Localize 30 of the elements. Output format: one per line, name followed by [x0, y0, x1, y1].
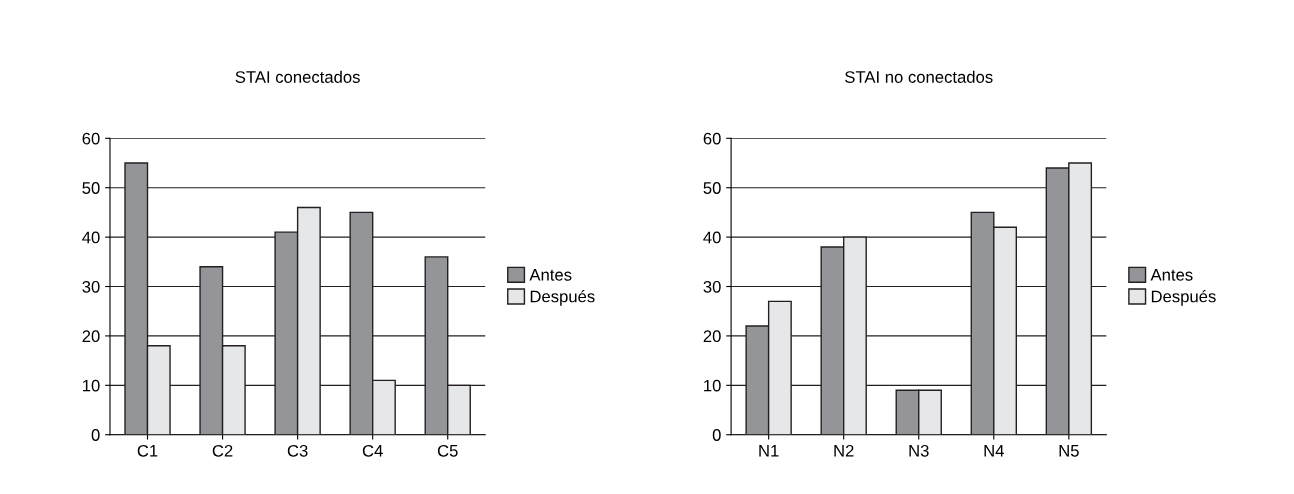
x-tick-label: N5	[1059, 445, 1079, 457]
y-tick-label: 60	[703, 132, 721, 145]
y-tick-label: 30	[703, 280, 721, 293]
x-tick-label: N1	[759, 445, 779, 457]
x-tick-label: N2	[834, 444, 854, 457]
legend-label: Antes	[1150, 269, 1193, 281]
y-tick-label: 20	[703, 330, 721, 343]
y-tick-label: 40	[82, 231, 100, 244]
y-tick-label: 20	[82, 330, 100, 343]
legend-label: Antes	[529, 269, 572, 281]
y-tick-label: 30	[82, 280, 100, 293]
y-tick-label: 10	[704, 379, 721, 392]
x-tick-label: C4	[362, 444, 383, 457]
chart-title: STAI no conectados	[845, 70, 993, 83]
x-tick-label: C2	[212, 444, 233, 457]
y-tick-label: 40	[703, 231, 721, 244]
x-tick-label: N4	[984, 445, 1004, 457]
y-tick-label: 10	[83, 379, 100, 392]
chart-title: STAI conectados	[235, 70, 360, 83]
x-tick-label: C5	[437, 444, 458, 457]
x-tick-label: N3	[909, 444, 929, 457]
x-tick-label: C3	[287, 444, 308, 457]
legend-label: Después	[1151, 289, 1216, 306]
y-tick-label: 0	[91, 429, 100, 441]
y-tick-label: 0	[712, 429, 721, 441]
y-tick-label: 50	[82, 182, 100, 194]
legend-label: Después	[530, 289, 595, 306]
y-tick-label: 60	[82, 132, 100, 145]
x-tick-label: C1	[137, 444, 158, 457]
y-tick-label: 50	[703, 182, 721, 194]
